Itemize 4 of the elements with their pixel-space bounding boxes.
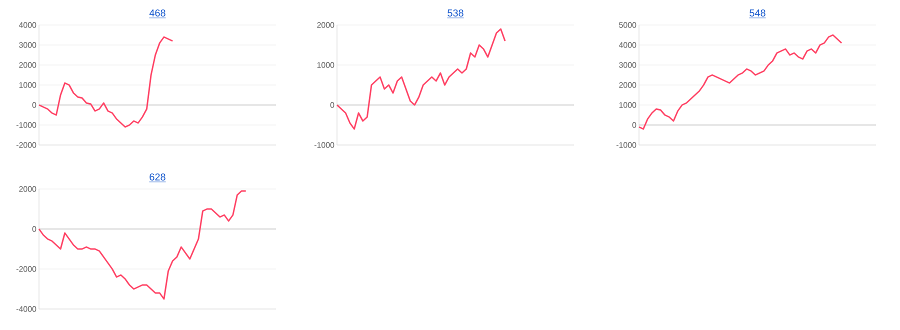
- chart-title: 548: [750, 9, 766, 17]
- chart-title: 468: [149, 9, 166, 17]
- chart-title: 538: [448, 9, 464, 17]
- chart-title: 628: [150, 173, 166, 181]
